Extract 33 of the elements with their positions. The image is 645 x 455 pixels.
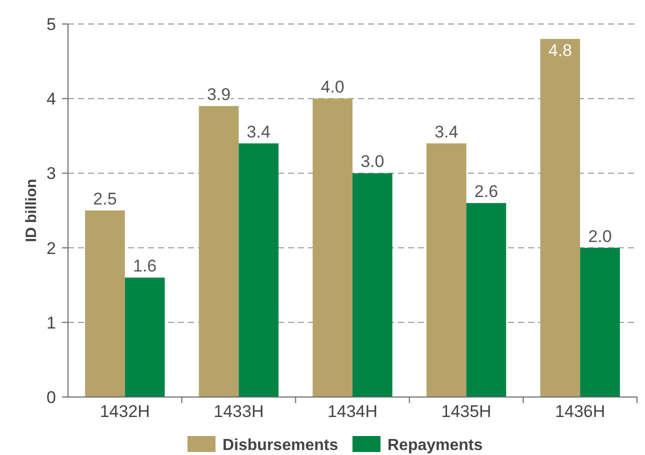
y-tick-label: 1: [46, 313, 56, 332]
y-tick-label: 4: [46, 90, 56, 109]
legend-label: Repayments: [388, 437, 483, 454]
x-tick-label: 1436H: [555, 402, 606, 421]
x-tick-label: 1433H: [214, 402, 264, 421]
data-label: 2.0: [588, 226, 612, 246]
x-tick-label: 1434H: [327, 402, 378, 421]
data-label: 1.6: [132, 256, 157, 276]
x-tick-label: 1435H: [441, 402, 492, 421]
bar: [352, 173, 392, 397]
y-tick-label: 0: [46, 388, 56, 407]
bar: [312, 98, 352, 397]
data-label: 2.6: [474, 182, 498, 202]
data-label: 4.0: [320, 78, 344, 97]
data-label: 3.4: [434, 122, 458, 142]
y-tick-label: 5: [46, 14, 56, 34]
data-label: 4.8: [548, 40, 572, 60]
bar: [85, 210, 125, 397]
bar: [124, 278, 165, 397]
bar: [580, 248, 620, 397]
bar: [466, 203, 506, 397]
bar: [426, 143, 466, 397]
data-label: 3.0: [360, 152, 384, 172]
y-axis-title: ID billion: [23, 178, 40, 242]
x-tick-label: 1432H: [100, 402, 150, 421]
bar: [540, 38, 580, 397]
legend-label: Disbursements: [222, 437, 338, 454]
data-label: 3.4: [246, 122, 270, 142]
bar: [198, 106, 239, 397]
data-label: 2.5: [93, 190, 117, 208]
bar: [238, 143, 279, 397]
y-tick-label: 2: [46, 238, 56, 258]
y-tick-label: 3: [46, 164, 56, 184]
